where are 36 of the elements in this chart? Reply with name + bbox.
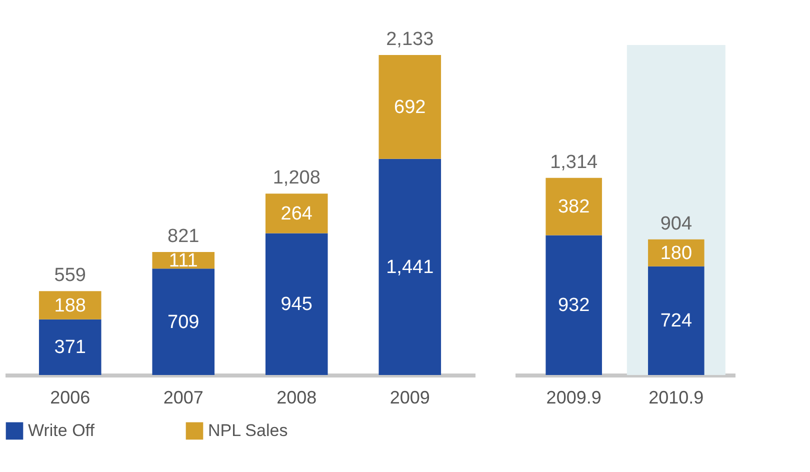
bar [648, 266, 704, 375]
data-label: 932 [558, 295, 590, 316]
x-tick-label: 2006 [50, 388, 90, 408]
data-label: 945 [280, 294, 312, 316]
x-tick-label: 2008 [276, 388, 317, 408]
bar [265, 194, 328, 234]
legend-label: NPL Sales [208, 420, 288, 440]
bar [378, 55, 442, 159]
bar [546, 178, 602, 236]
x-tick-label: 2009 [390, 388, 430, 408]
total-label: 1,208 [272, 168, 320, 189]
total-label: 1,314 [550, 152, 598, 173]
bar [38, 319, 102, 375]
x-tick-label: 2007 [163, 388, 204, 408]
data-label: 264 [280, 203, 313, 224]
data-label: 188 [54, 295, 86, 316]
data-label: 724 [660, 310, 692, 332]
data-label: 382 [558, 196, 590, 218]
data-label: 371 [54, 337, 86, 358]
bar [38, 291, 102, 320]
data-label: 180 [660, 242, 692, 264]
bar [546, 235, 602, 375]
x-tick-label: 2009.9 [546, 388, 602, 408]
bar [378, 158, 442, 375]
total-label: 821 [168, 226, 200, 247]
data-label: 692 [394, 96, 426, 118]
data-label: 709 [168, 312, 200, 333]
x-tick-label: 2010.9 [648, 388, 704, 408]
total-label: 904 [660, 213, 692, 234]
total-label: 559 [54, 265, 86, 286]
data-label: 1,441 [386, 256, 434, 278]
bar [265, 233, 328, 375]
legend-label: Write Off [28, 420, 95, 440]
total-label: 2,133 [386, 29, 434, 50]
data-label: 111 [168, 250, 198, 272]
bar [152, 268, 215, 375]
